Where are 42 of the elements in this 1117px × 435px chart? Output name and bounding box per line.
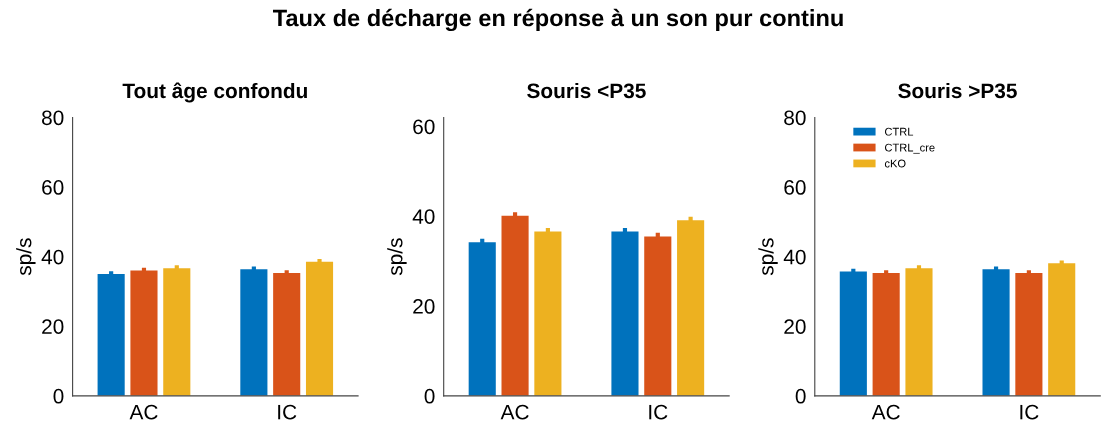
x-tick-label: IC bbox=[278, 404, 297, 420]
x-tick-label: AC bbox=[871, 404, 900, 420]
legend-label: CTRL_cre bbox=[885, 143, 935, 154]
bar bbox=[982, 269, 1010, 396]
legend-label: CTRL bbox=[885, 127, 914, 136]
bar bbox=[501, 215, 529, 396]
y-tick-label: 20 bbox=[784, 319, 806, 334]
x-tick-label: AC bbox=[500, 404, 529, 420]
y-tick-label: 80 bbox=[784, 110, 806, 126]
y-tick-label: 60 bbox=[413, 119, 435, 135]
bar bbox=[611, 231, 639, 396]
y-tick-label: 0 bbox=[53, 388, 64, 404]
bar bbox=[905, 268, 933, 396]
bar bbox=[534, 231, 562, 396]
text: Taux de décharge en réponse à un son pur continu bbox=[273, 8, 843, 32]
legend-label: cKO bbox=[884, 159, 906, 168]
chart-title: Souris <P35 bbox=[527, 82, 646, 99]
y-tick-label: 60 bbox=[784, 180, 806, 195]
bar bbox=[872, 273, 900, 396]
bar bbox=[644, 236, 672, 396]
x-tick-label: IC bbox=[1020, 404, 1039, 420]
bar bbox=[839, 271, 867, 396]
bar bbox=[468, 242, 496, 396]
y-axis-title: sp/s bbox=[758, 238, 778, 276]
y-tick-label: 20 bbox=[413, 299, 435, 314]
bar bbox=[677, 220, 705, 396]
x-tick-label: AC bbox=[129, 404, 158, 420]
bar bbox=[1048, 263, 1076, 396]
chart-title: Souris >P35 bbox=[898, 82, 1017, 99]
y-tick-label: 40 bbox=[412, 209, 435, 224]
y-axis-title: sp/s bbox=[16, 238, 36, 276]
y-tick-label: 60 bbox=[42, 180, 64, 195]
x-tick-label: IC bbox=[649, 404, 668, 420]
y-tick-label: 0 bbox=[424, 388, 435, 404]
y-tick-label: 40 bbox=[783, 249, 806, 265]
y-tick-label: 0 bbox=[795, 388, 806, 404]
y-tick-label: 80 bbox=[42, 110, 64, 126]
y-axis-title: sp/s bbox=[387, 238, 407, 276]
chart-title: Tout âge confondu bbox=[122, 82, 307, 103]
bar bbox=[1015, 273, 1043, 396]
y-tick-label: 20 bbox=[42, 319, 64, 334]
y-tick-label: 40 bbox=[41, 249, 64, 265]
